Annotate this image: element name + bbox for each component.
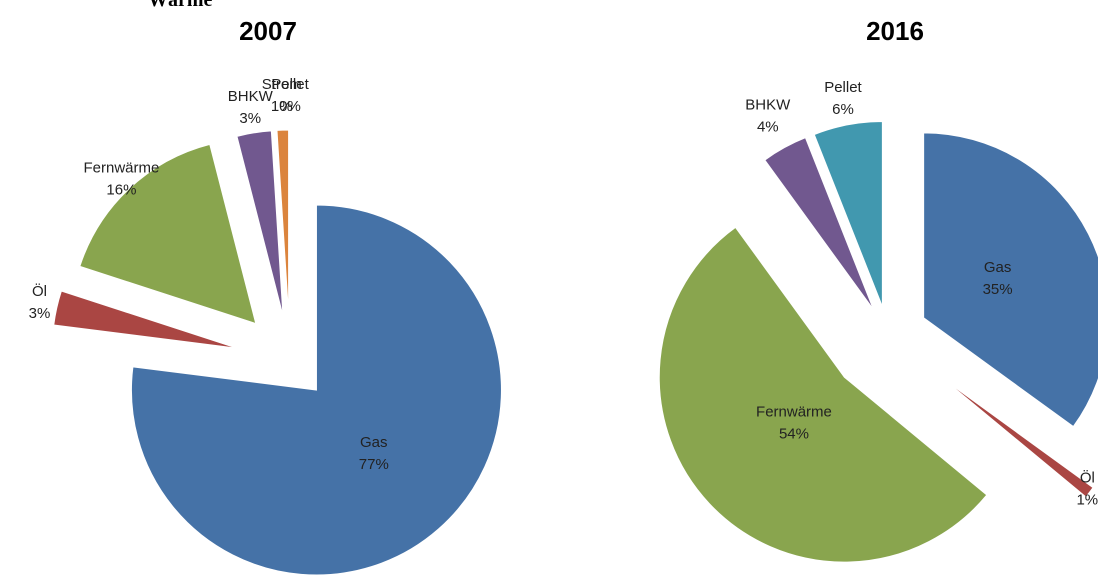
label-category: Öl [1080, 469, 1095, 487]
label-category: Pellet [824, 79, 862, 96]
label-value: 35% [983, 281, 1013, 298]
data-label: Pellet 0% [271, 76, 309, 115]
data-label: Fernwärme 54% [756, 403, 832, 442]
label-category: Pellet [271, 76, 309, 93]
label-category: Fernwärme [84, 159, 160, 176]
data-label: BHKW 4% [745, 96, 791, 135]
label-value: 3% [239, 110, 261, 127]
pie-slice [658, 226, 988, 563]
label-value: 1% [271, 98, 293, 115]
data-label: BHKW 3% [228, 88, 274, 127]
label-category: Fernwärme [756, 403, 832, 420]
data-label: Gas 35% [983, 259, 1013, 298]
data-label: Strom 1% [262, 76, 302, 115]
label-category: Öl [32, 282, 47, 300]
label-value: 0% [279, 98, 301, 115]
label-value: 4% [757, 118, 779, 135]
data-label: Öl 3% [29, 282, 51, 322]
pie-slice [53, 290, 238, 349]
label-value: 3% [29, 305, 51, 322]
pie-slice [276, 129, 290, 316]
label-category: BHKW [228, 88, 274, 105]
chart-title: 2016 [866, 16, 924, 46]
chart-title: 2007 [239, 16, 297, 46]
label-value: 6% [832, 101, 854, 118]
data-label: Öl 1% [1076, 469, 1098, 509]
label-value: 16% [106, 181, 136, 198]
label-category: Strom [262, 76, 302, 93]
pie-slice [130, 204, 502, 576]
label-category: BHKW [745, 96, 791, 113]
pie-slice [813, 121, 883, 307]
pie-slice [942, 378, 1094, 498]
page-title: Wärme [148, 0, 213, 11]
data-label: Pellet 6% [824, 79, 862, 118]
pie-slice [236, 130, 284, 316]
data-label: Fernwärme 16% [84, 159, 160, 198]
pie-slice [79, 143, 257, 325]
label-category: Gas [360, 434, 388, 451]
label-value: 77% [359, 456, 389, 473]
pie-slice [923, 132, 1098, 428]
label-value: 54% [779, 425, 809, 442]
data-label: Gas 77% [359, 434, 389, 473]
label-category: Gas [984, 259, 1012, 276]
label-value: 1% [1076, 492, 1098, 509]
pie-slice [764, 137, 875, 311]
